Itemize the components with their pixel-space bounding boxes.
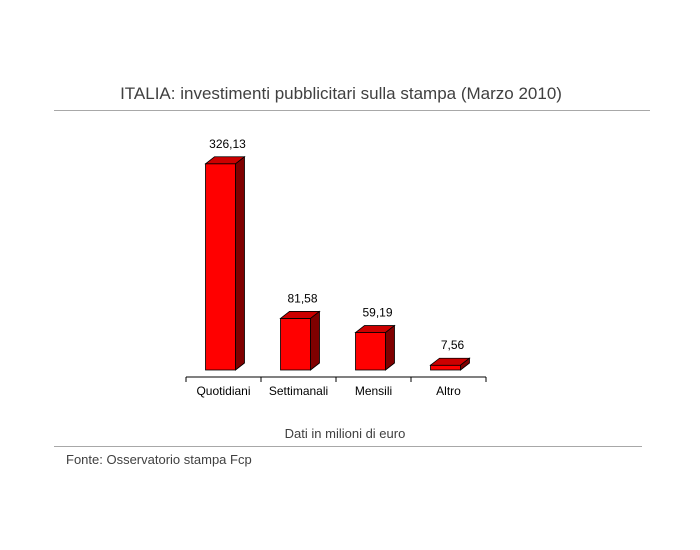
bar-front <box>280 318 311 371</box>
x-axis-label: Dati in milioni di euro <box>284 426 406 441</box>
value-labels-group: 326,13 81,58 59,19 7,56 <box>209 137 464 352</box>
value-label: 7,56 <box>441 338 465 352</box>
bar-mensili <box>354 324 396 371</box>
bar-side <box>385 324 395 371</box>
value-label: 326,13 <box>209 137 246 151</box>
bar-front <box>355 332 386 371</box>
bar-front <box>205 163 236 371</box>
bar-quotidiani <box>204 155 246 371</box>
value-label: 81,58 <box>287 291 317 305</box>
bar-side <box>235 155 245 371</box>
source-note: Fonte: Osservatorio stampa Fcp <box>66 452 252 467</box>
value-label: 59,19 <box>362 306 392 320</box>
bar-front <box>430 364 461 371</box>
x-axis: Quotidiani Settimanali Mensili Altro <box>185 376 487 398</box>
category-label: Settimanali <box>269 384 328 398</box>
title-divider <box>54 110 650 111</box>
bar-side <box>460 357 470 371</box>
category-label: Quotidiani <box>196 384 250 398</box>
footer-divider <box>54 446 642 447</box>
bar-side <box>310 310 320 371</box>
chart-title: ITALIA: investimenti pubblicitari sulla … <box>120 84 562 103</box>
bar-settimanali <box>279 310 321 371</box>
category-label: Mensili <box>355 384 392 398</box>
category-label: Altro <box>436 384 461 398</box>
bar-altro <box>429 357 471 371</box>
bars-group <box>204 155 471 371</box>
